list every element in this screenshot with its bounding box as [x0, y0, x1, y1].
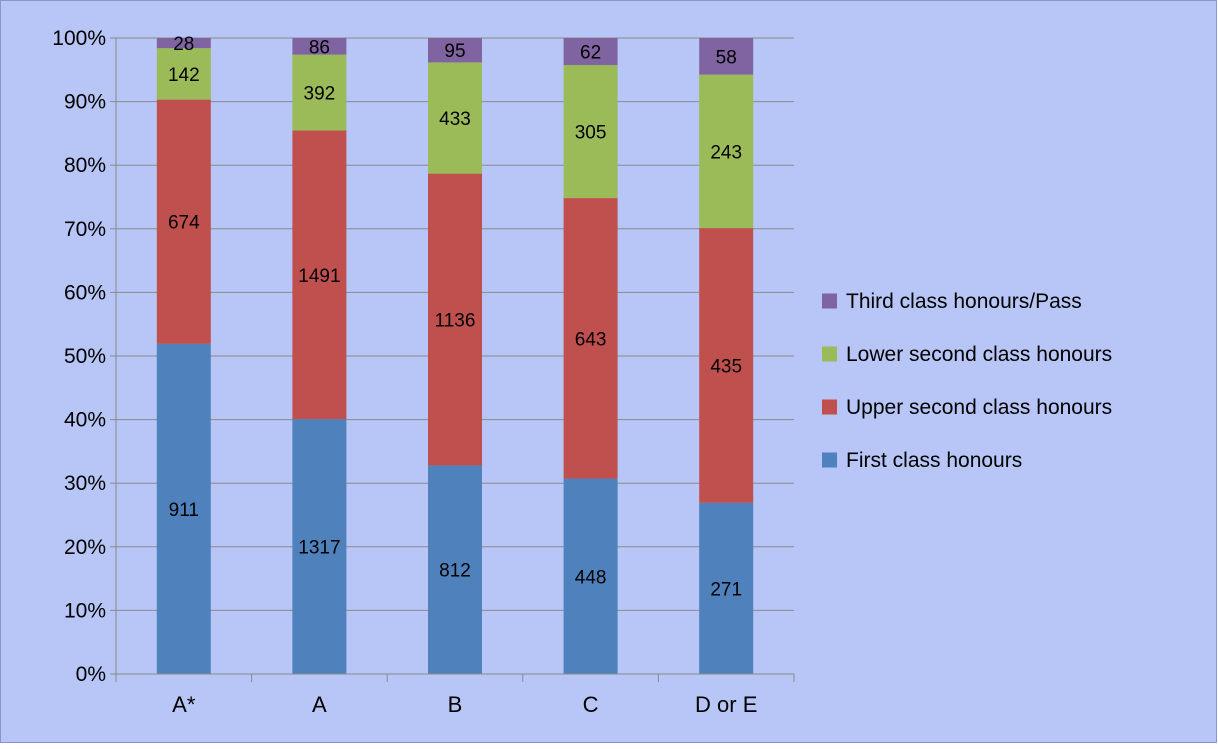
legend-swatch: [822, 347, 837, 362]
y-axis-tick-label: 70%: [64, 218, 106, 241]
data-label: 305: [575, 123, 607, 144]
x-axis-tick-label: A: [312, 692, 327, 717]
y-axis-tick-label: 0%: [76, 663, 106, 686]
legend-label: Third class honours/Pass: [846, 290, 1082, 313]
y-axis-tick-label: 30%: [64, 472, 106, 495]
data-label: 392: [304, 84, 336, 105]
data-label: 142: [168, 65, 200, 86]
data-label: 643: [575, 329, 607, 350]
data-label: 62: [580, 43, 601, 64]
y-axis-tick-label: 80%: [64, 154, 106, 177]
y-axis-tick-label: 60%: [64, 281, 106, 304]
data-label: 1491: [298, 266, 340, 287]
y-axis-tick-label: 40%: [64, 409, 106, 432]
legend-swatch: [822, 453, 837, 468]
y-axis-tick-label: 10%: [64, 599, 106, 622]
data-label: 674: [168, 213, 200, 234]
legend-label: Upper second class honours: [846, 396, 1112, 419]
x-axis-tick-label: A*: [172, 692, 196, 717]
legend-swatch: [822, 294, 837, 309]
data-label: 28: [173, 34, 194, 55]
x-axis-tick-label: B: [448, 692, 463, 717]
legend-label: First class honours: [846, 449, 1022, 472]
y-axis-tick-label: 20%: [64, 536, 106, 559]
legend-label: Lower second class honours: [846, 343, 1112, 366]
data-label: 1317: [298, 538, 340, 559]
data-label: 58: [716, 47, 737, 68]
y-axis-tick-label: 90%: [64, 91, 106, 114]
data-label: 435: [710, 356, 742, 377]
data-label: 86: [309, 37, 330, 58]
data-label: 911: [169, 500, 199, 521]
legend-swatch: [822, 400, 837, 415]
data-label: 448: [575, 567, 607, 588]
y-axis-tick-label: 100%: [52, 27, 106, 50]
data-label: 433: [439, 109, 471, 130]
x-axis-tick-label: C: [583, 692, 599, 717]
data-label: 271: [710, 579, 742, 600]
data-label: 812: [439, 561, 471, 582]
x-axis-tick-label: D or E: [695, 692, 757, 717]
data-label: 243: [710, 142, 742, 163]
y-axis-tick-label: 50%: [64, 345, 106, 368]
data-label: 95: [444, 41, 465, 62]
data-label: 1136: [435, 311, 476, 332]
